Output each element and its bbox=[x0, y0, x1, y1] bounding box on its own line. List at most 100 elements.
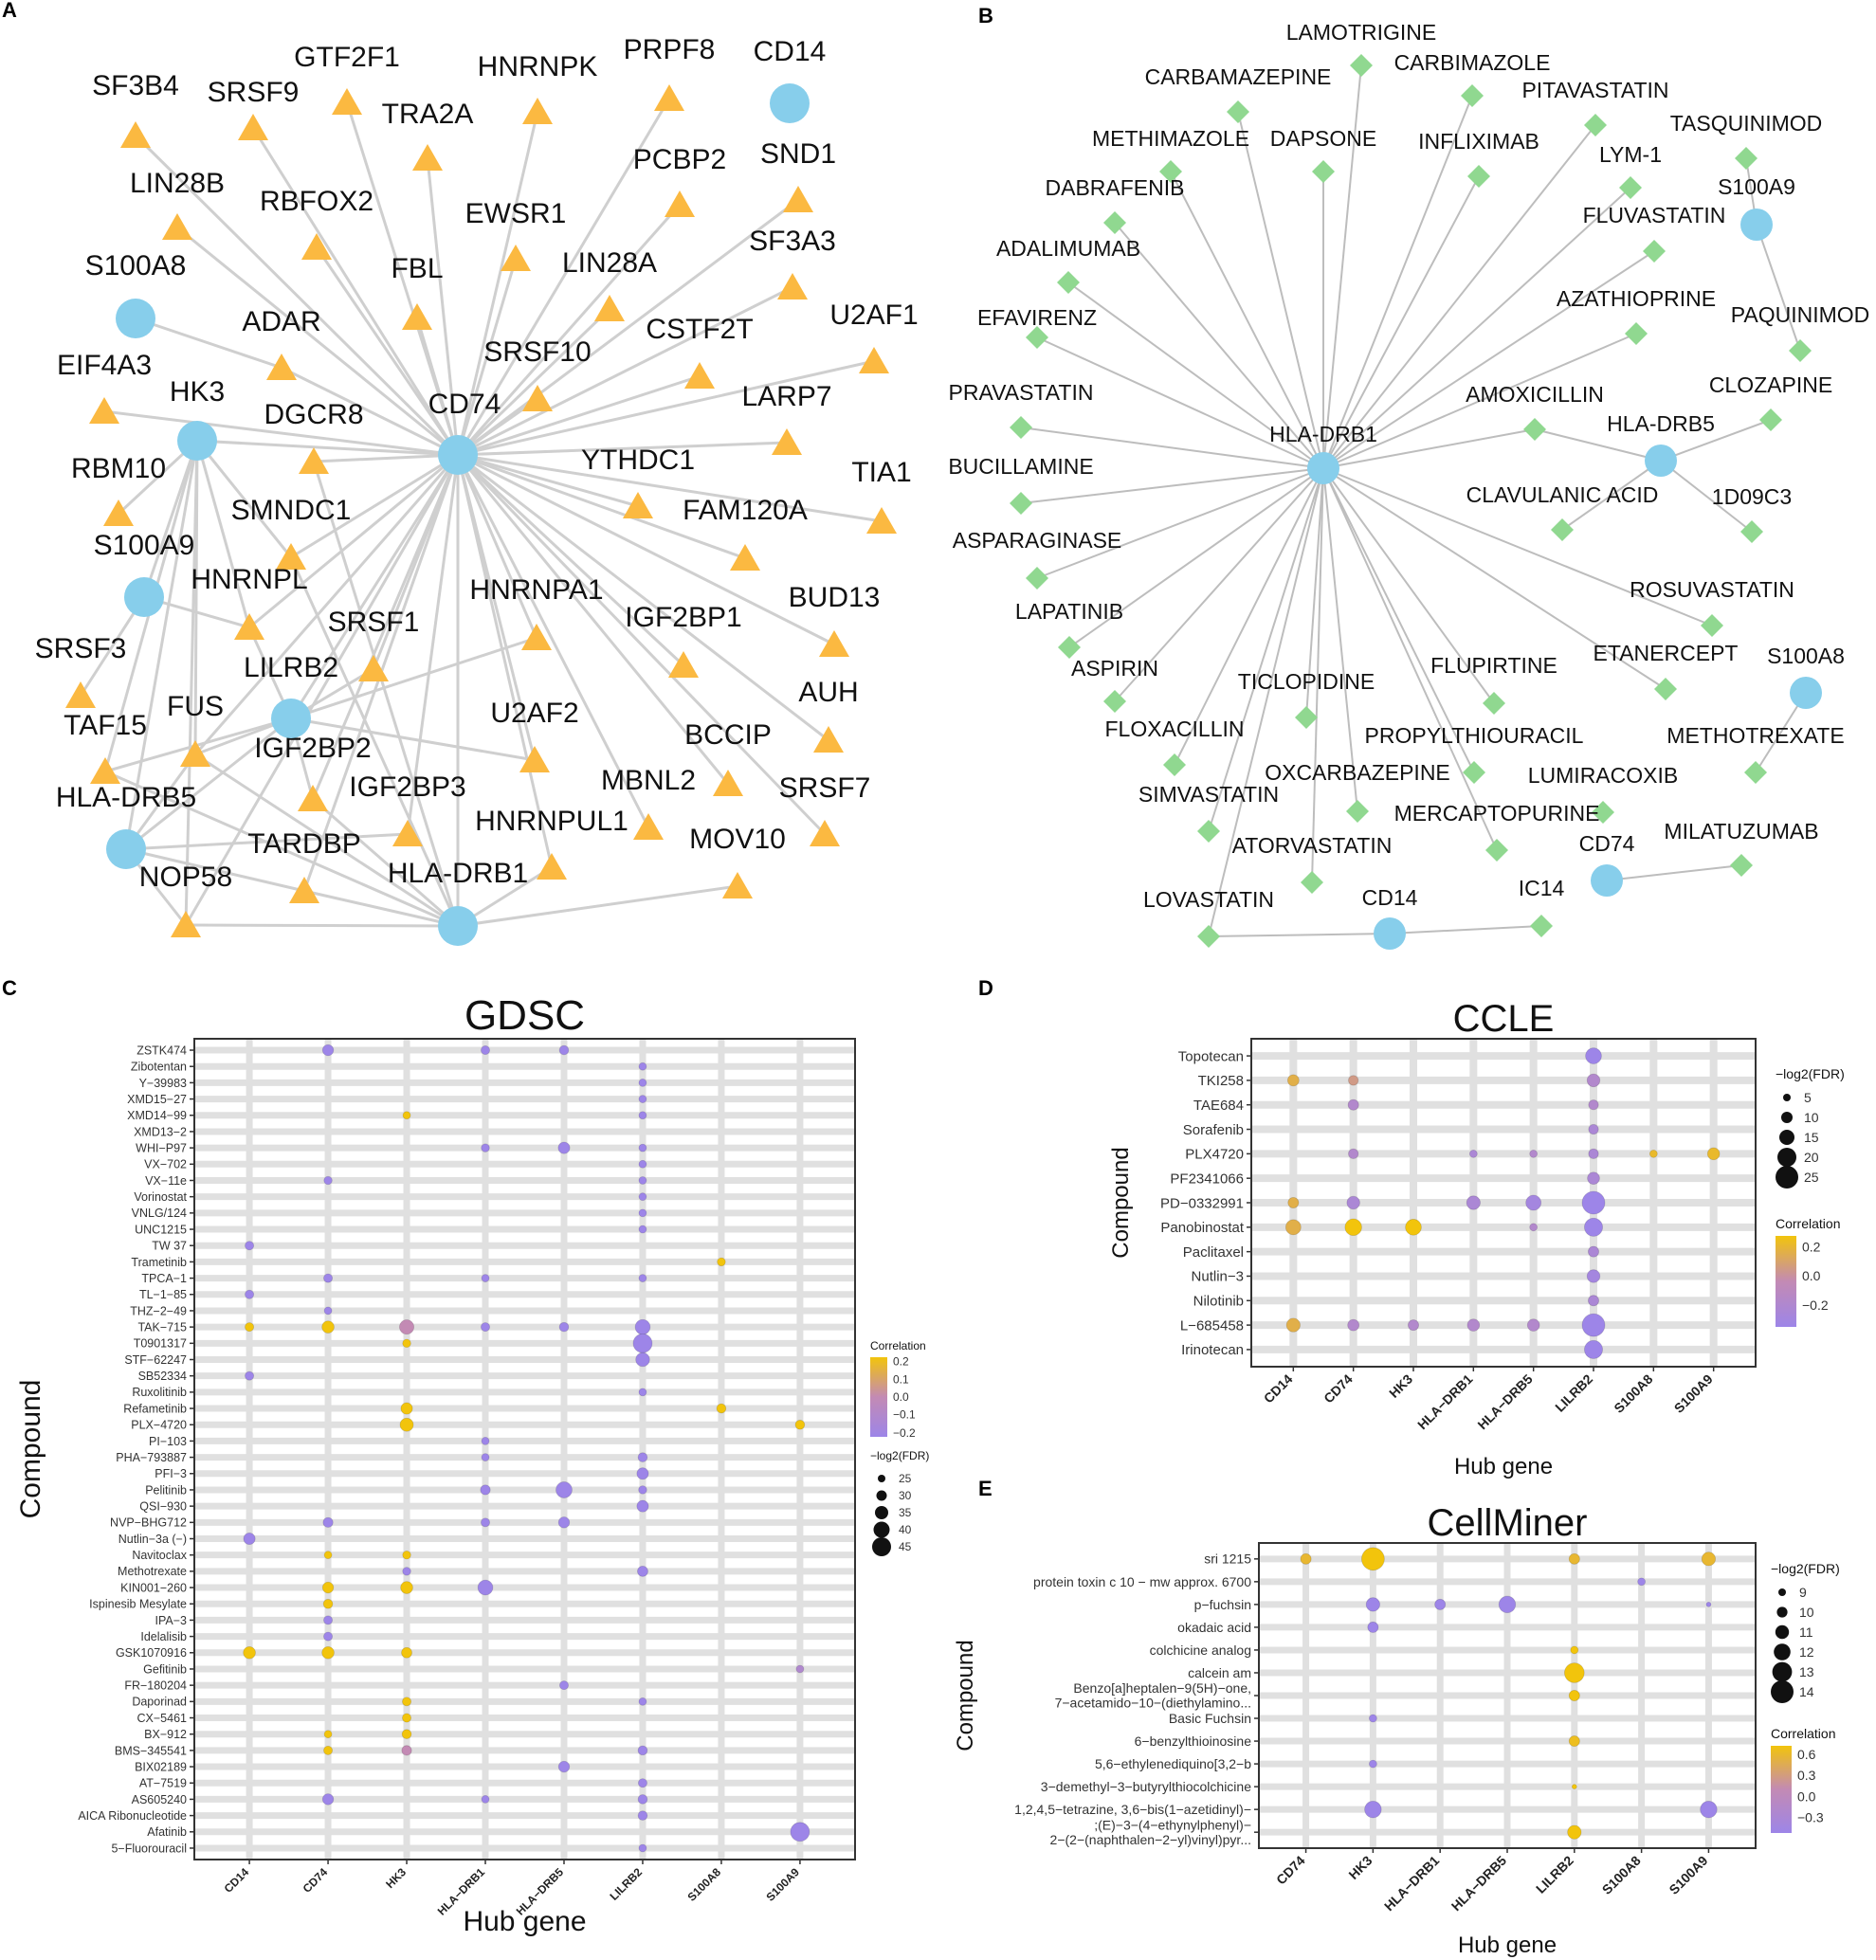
bubble-plx4720-lilrb2 bbox=[1588, 1148, 1599, 1159]
edge-lilrb2-hla-drb5 bbox=[125, 717, 292, 851]
bubble-tl-1-85-cd14 bbox=[245, 1289, 255, 1299]
hub-s100a8 bbox=[116, 299, 155, 338]
y-tick-label: AT−7519 bbox=[139, 1777, 187, 1790]
bubble-xmd14-99-lilrb2 bbox=[638, 1111, 647, 1120]
drug-mercaptopurine bbox=[1485, 839, 1508, 862]
size-legend-tick: 30 bbox=[899, 1489, 912, 1502]
size-legend-tick: 11 bbox=[1799, 1624, 1813, 1640]
size-legend-dot bbox=[1777, 1148, 1796, 1167]
y-tick-label: XMD13−2 bbox=[134, 1125, 187, 1138]
y-tick-label: Nutlin−3 bbox=[1192, 1269, 1244, 1285]
drug-label-lym-1: LYM-1 bbox=[1599, 142, 1662, 167]
size-legend-dot bbox=[1778, 1588, 1786, 1596]
bubble-xmd14-99-hk3 bbox=[402, 1111, 411, 1120]
bubble-bx-912-hk3 bbox=[401, 1729, 412, 1739]
y-tick-label: Irinotecan bbox=[1181, 1342, 1244, 1358]
size-legend-tick: 9 bbox=[1799, 1585, 1807, 1600]
bubble-chart-gdsc: GDSC ZSTK474 Zibotentan Y−39983 XMD15−27 XMD1… bbox=[15, 992, 929, 1937]
size-legend-tick: 12 bbox=[1799, 1644, 1814, 1660]
size-legend-dot bbox=[1772, 1661, 1793, 1682]
drug-dapsone bbox=[1312, 160, 1335, 183]
hub-label-s100a9: S100A9 bbox=[1718, 174, 1795, 199]
node-nop58 bbox=[171, 911, 201, 937]
hub-lilrb2 bbox=[271, 699, 311, 738]
node-label-nop58: NOP58 bbox=[139, 862, 232, 893]
size-legend-tick: 13 bbox=[1799, 1664, 1814, 1679]
color-legend-tick: 0.2 bbox=[1802, 1239, 1821, 1254]
drug-methimazole bbox=[1159, 160, 1182, 183]
y-tick-label: 3−demethyl−3−butyrylthiocolchicine bbox=[1041, 1779, 1251, 1794]
node-label-auh: AUH bbox=[798, 677, 858, 708]
node-label-sf3a3: SF3A3 bbox=[749, 226, 836, 257]
size-legend-tick: 20 bbox=[1804, 1150, 1819, 1165]
bubble-benzo-a-heptalen-9-5h-one-7-acetamido-10-diethylamino-lilrb2 bbox=[1568, 1690, 1580, 1702]
drug-label-oxcarbazepine: OXCARBAZEPINE bbox=[1265, 760, 1450, 785]
node-u2af1 bbox=[859, 347, 889, 373]
hub-hla-drb1 bbox=[438, 906, 478, 946]
chart-title: GDSC bbox=[464, 992, 585, 1039]
y-tick-label: protein toxin c 10 − mw approx. 6700 bbox=[1033, 1574, 1251, 1589]
x-tick-label: S100A9 bbox=[1671, 1371, 1716, 1416]
bubble-qsi-930-lilrb2 bbox=[636, 1499, 649, 1513]
y-tick-label: Benzo[a]heptalen−9(5H)−one, 7−acetamido−1… bbox=[1055, 1680, 1251, 1710]
bubble-tki258-cd14 bbox=[1286, 1074, 1300, 1087]
drug-ic14 bbox=[1530, 915, 1553, 937]
edge-cd74-fbl bbox=[415, 317, 460, 456]
bubble-plx4720-hla-drb5 bbox=[1529, 1149, 1539, 1158]
edge-hk3-smndc1 bbox=[195, 440, 293, 558]
size-legend-dot bbox=[1774, 1643, 1791, 1661]
drug-flupirtine bbox=[1483, 692, 1505, 715]
edge-cd74-snd1 bbox=[457, 198, 799, 457]
edge-hla-drb1-smndc1 bbox=[289, 556, 460, 927]
edge-hla-drb1-nop58 bbox=[185, 923, 459, 928]
bubble-pelitinib-hla-drb1 bbox=[480, 1484, 491, 1496]
bubble-plx4720-cd74 bbox=[1348, 1148, 1359, 1159]
bubble-plx4720-s100a9 bbox=[1706, 1147, 1721, 1161]
drug-label-dapsone: DAPSONE bbox=[1270, 126, 1376, 151]
node-auh bbox=[813, 726, 844, 753]
bubble-topotecan-lilrb2 bbox=[1585, 1047, 1602, 1064]
bubble-tki258-lilrb2 bbox=[1586, 1073, 1601, 1088]
bubble-tak-715-lilrb2 bbox=[634, 1318, 651, 1335]
bubble-pha-793887-lilrb2 bbox=[637, 1452, 648, 1462]
bubble-tak-715-cd14 bbox=[245, 1322, 255, 1333]
edge-lilrb2-u2af2 bbox=[290, 717, 536, 762]
edge-cd74-adar bbox=[281, 366, 459, 457]
edge-hla-drb1-atorvastatin bbox=[1311, 467, 1324, 883]
color-legend-tick: 0.1 bbox=[893, 1373, 909, 1387]
bubble-l-685458-hla-drb5 bbox=[1526, 1318, 1540, 1332]
bubble-kin001-260-hk3 bbox=[400, 1581, 413, 1594]
drug-aspirin bbox=[1103, 690, 1126, 713]
y-tick-label: IPA−3 bbox=[155, 1614, 188, 1627]
bubble-sri-1215-lilrb2 bbox=[1568, 1552, 1580, 1565]
drug-label-milatuzumab: MILATUZUMAB bbox=[1664, 819, 1818, 844]
node-lin28b bbox=[162, 213, 192, 240]
edge-cd14-lovastatin bbox=[1208, 933, 1391, 937]
y-tick-label: Ruxolitinib bbox=[132, 1386, 187, 1399]
edge-hla-drb1-asparaginase bbox=[1036, 467, 1324, 579]
node-tardbp bbox=[289, 877, 319, 903]
y-tick-label: ;(E)−3−(4−ethynylphenyl)− 2−(2−(naphthale… bbox=[1050, 1817, 1251, 1846]
bubble-tki258-cd74 bbox=[1348, 1075, 1359, 1086]
bubble-at-7519-lilrb2 bbox=[637, 1778, 647, 1788]
node-igf2bp3 bbox=[392, 820, 423, 846]
y-tick-label: Trametinib bbox=[131, 1256, 187, 1269]
hub-label-cd14: CD14 bbox=[754, 36, 827, 67]
y-tick-label: THZ−2−49 bbox=[130, 1304, 187, 1317]
bubble-bx-912-cd74 bbox=[323, 1730, 333, 1739]
y-tick-label: PI−103 bbox=[149, 1435, 187, 1448]
edge-cd74-cstf2t bbox=[457, 374, 701, 457]
size-legend-title: −log2(FDR) bbox=[870, 1449, 929, 1462]
drug-label-flupirtine: FLUPIRTINE bbox=[1430, 653, 1557, 678]
y-tick-label: TL−1−85 bbox=[139, 1288, 187, 1301]
drug-label-clozapine: CLOZAPINE bbox=[1709, 372, 1832, 397]
bubble-protein-toxin-c-10-mw-approx-6700-s100a8 bbox=[1637, 1577, 1647, 1587]
color-legend-tick: −0.2 bbox=[893, 1426, 916, 1440]
size-legend-dot bbox=[1775, 1624, 1790, 1640]
node-fam120a bbox=[730, 544, 760, 571]
color-legend-bar bbox=[1771, 1746, 1792, 1833]
node-srsf9 bbox=[238, 114, 268, 140]
hub-s100a9 bbox=[124, 577, 164, 617]
drug-bucillamine bbox=[1010, 492, 1032, 515]
bubble-daporinad-hk3 bbox=[402, 1697, 412, 1707]
